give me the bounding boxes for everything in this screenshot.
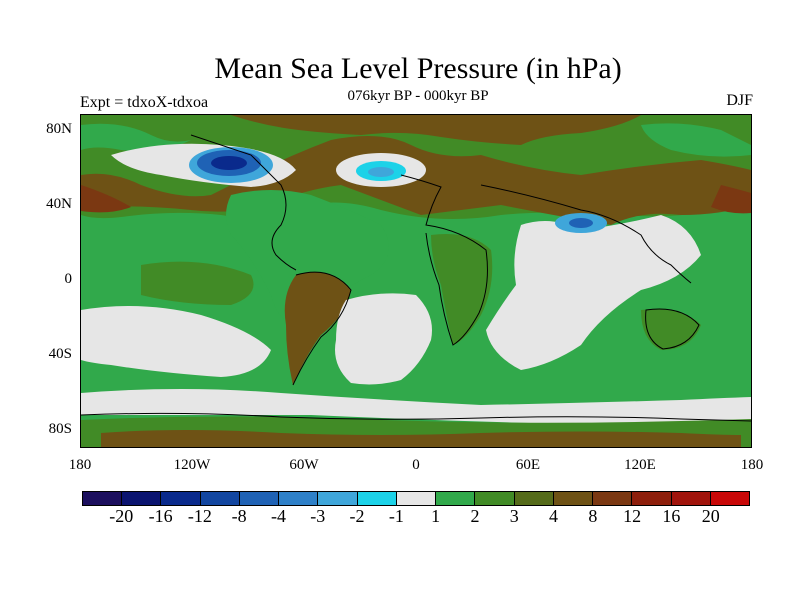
lat-tick-80n: 80N [46, 121, 72, 137]
colorbar-swatch [514, 492, 554, 505]
colorbar-label: -16 [148, 506, 173, 526]
map-region-north-america-dark-blue [211, 156, 247, 170]
colorbar [82, 491, 750, 506]
map-region-brown-pacific-east [711, 185, 751, 214]
map-region-indian-ocean-grey [486, 215, 701, 370]
chart-subtitle: 076kyr BP - 000kyr BP [347, 88, 489, 104]
colorbar-label: -1 [388, 506, 404, 526]
lon-tick-0: 0 [412, 457, 420, 473]
colorbar-swatch [122, 492, 162, 505]
colorbar-swatch [161, 492, 201, 505]
lon-tick-120e: 120E [624, 457, 656, 473]
colorbar-label: 12 [623, 506, 642, 526]
colorbar-label: 1 [431, 506, 441, 526]
colorbar-swatch [475, 492, 515, 505]
map-region-southern-grey-band [81, 389, 751, 425]
lon-tick-180e: 180 [740, 457, 764, 473]
map-region-south-america-brown [284, 272, 351, 385]
colorbar-label: -3 [310, 506, 326, 526]
map-region-africa-olive [431, 234, 493, 345]
colorbar-swatch [632, 492, 672, 505]
lon-tick-60e: 60E [515, 457, 541, 473]
colorbar-swatch [671, 492, 711, 505]
map-region-olive-tropics [141, 261, 254, 305]
colorbar-label: 8 [588, 506, 598, 526]
colorbar-label: 16 [662, 506, 681, 526]
lat-tick-40s: 40S [48, 346, 72, 362]
colorbar-label: -12 [187, 506, 212, 526]
map-region-north-brown-top [231, 115, 641, 145]
colorbar-swatch [83, 492, 123, 505]
colorbar-swatch [357, 492, 397, 505]
colorbar-label: -8 [231, 506, 247, 526]
colorbar-swatch [279, 492, 319, 505]
colorbar-swatch [436, 492, 476, 505]
map-region-south-atlantic-grey [335, 293, 432, 385]
lon-tick-180w: 180 [68, 457, 92, 473]
map-region-arctic-green [81, 123, 191, 152]
colorbar-swatch [553, 492, 594, 505]
map-region-tibet-blue [569, 218, 593, 228]
map-region-antarctic-brown [101, 430, 741, 447]
colorbar-swatch [593, 492, 633, 505]
colorbar-label: 3 [509, 506, 519, 526]
colorbar-label: 2 [470, 506, 480, 526]
lat-tick-0: 0 [64, 271, 73, 287]
lon-tick-60w: 60W [289, 457, 319, 473]
pressure-map [80, 114, 752, 448]
colorbar-label: 20 [701, 506, 720, 526]
lat-tick-80s: 80S [48, 421, 72, 437]
map-region-australia-olive [641, 309, 701, 350]
map-svg [81, 115, 751, 447]
colorbar-swatch [710, 492, 749, 505]
colorbar-swatch [200, 492, 240, 505]
lat-tick-40n: 40N [46, 196, 72, 212]
colorbar-label: 4 [549, 506, 559, 526]
map-region-south-pacific-grey [81, 306, 271, 377]
chart-title: Mean Sea Level Pressure (in hPa) [214, 52, 622, 85]
colorbar-label: -2 [349, 506, 365, 526]
colorbar-label: -20 [109, 506, 134, 526]
coastlines [81, 134, 751, 422]
lon-tick-120w: 120W [173, 457, 211, 473]
colorbar-label: -4 [270, 506, 286, 526]
season-label: DJF [726, 92, 753, 109]
colorbar-swatch [318, 492, 358, 505]
experiment-label: Expt = tdxoX-tdxoa [80, 94, 209, 111]
map-region-arctic-green-east [641, 123, 751, 157]
map-region-atlantic-green [226, 190, 389, 322]
map-region-brown-pacific-west [81, 185, 131, 213]
colorbar-swatch [239, 492, 280, 505]
map-region-siberia-light-blue [368, 167, 394, 177]
colorbar-swatch [396, 492, 437, 505]
